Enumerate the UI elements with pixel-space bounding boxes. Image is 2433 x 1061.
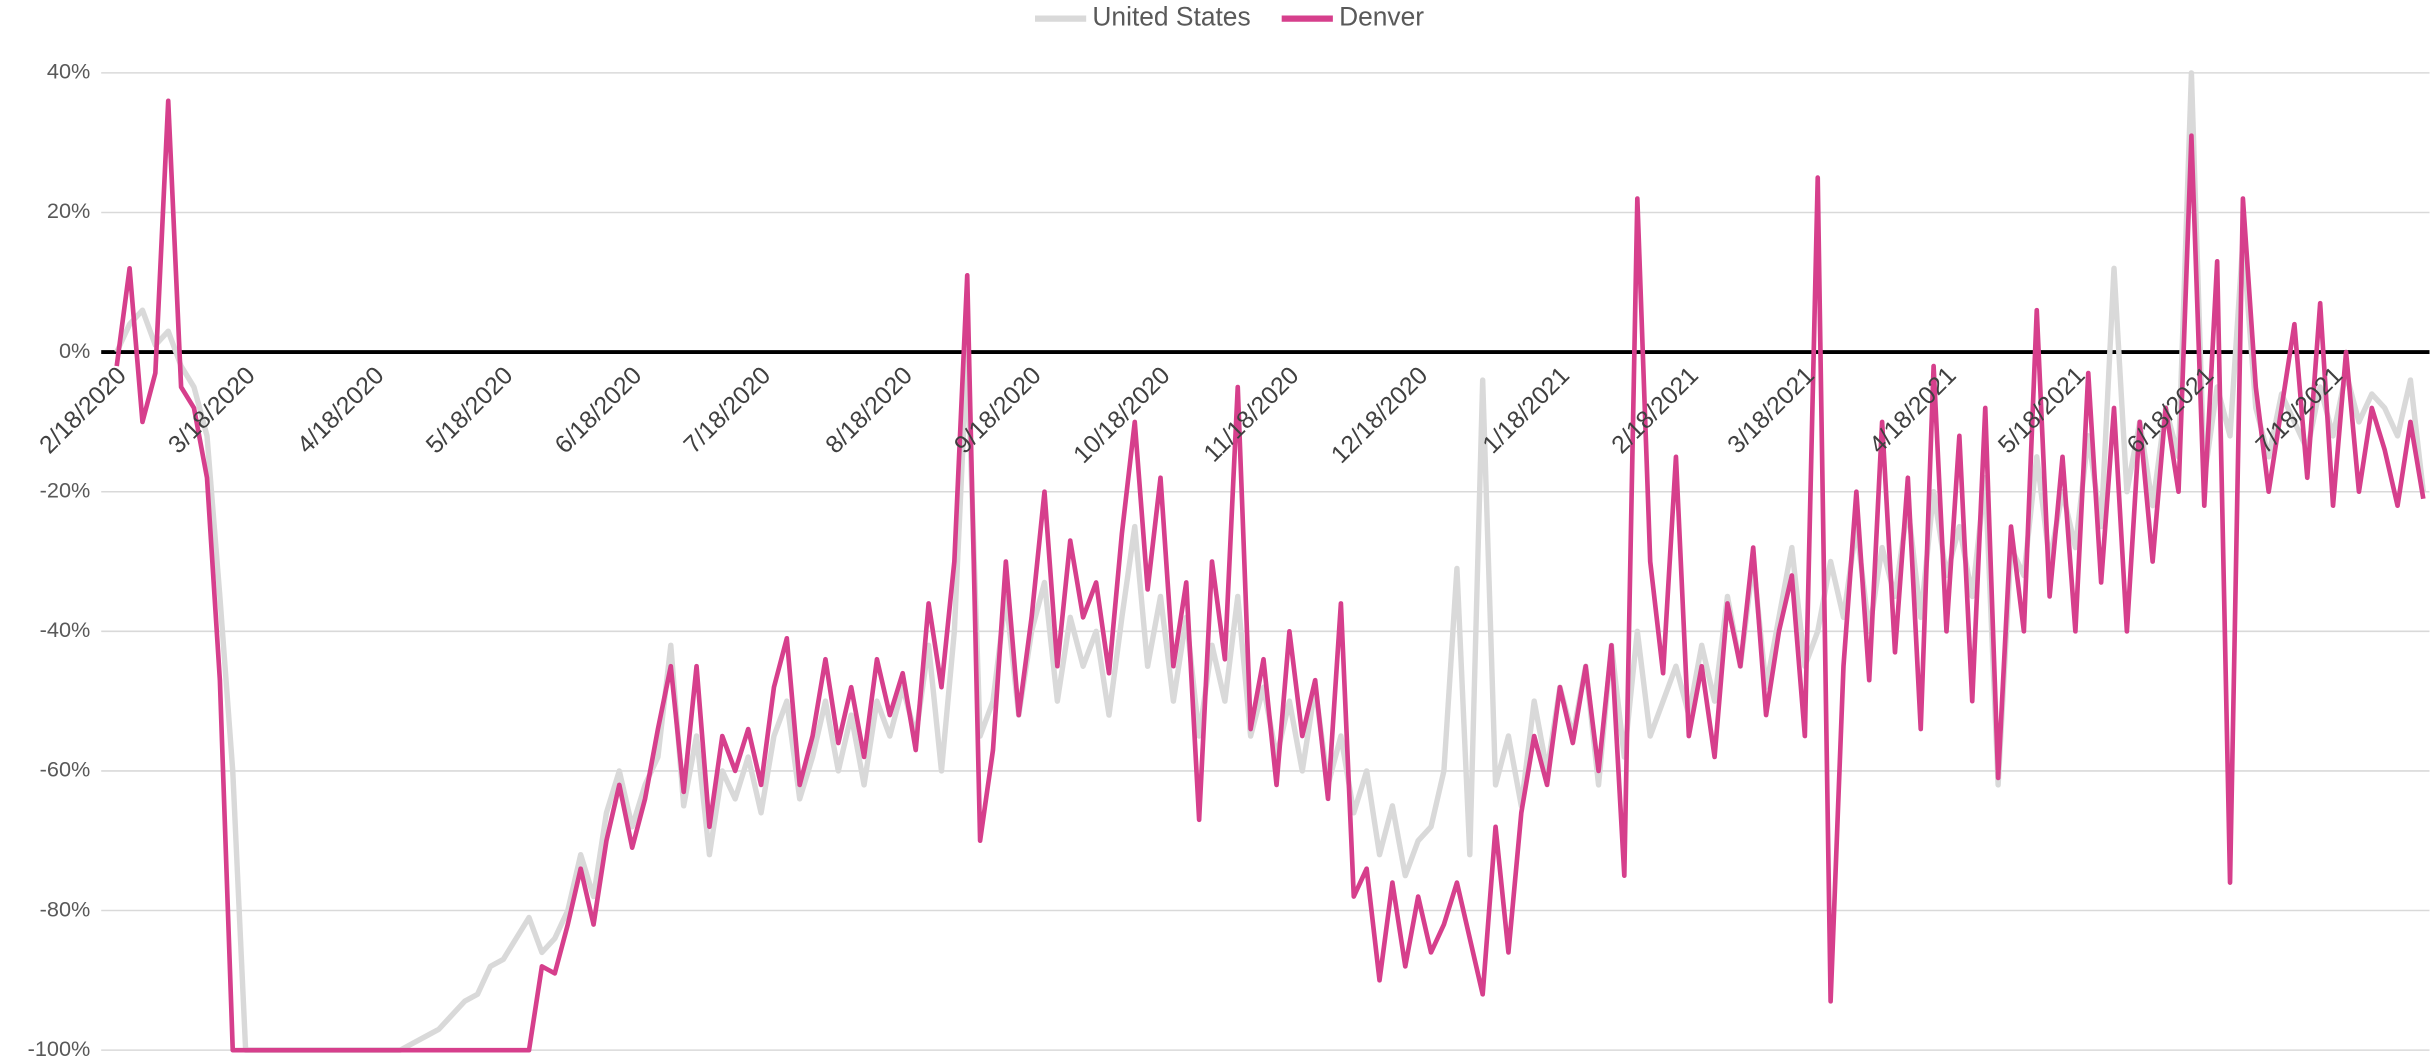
- x-tick-label: 8/18/2020: [821, 362, 918, 459]
- x-tick-label: 2/18/2020: [35, 362, 132, 459]
- y-tick-label: 20%: [47, 198, 90, 223]
- y-tick-label: -40%: [40, 617, 91, 642]
- series-line: [114, 98, 2426, 1053]
- x-tick-label: 2/18/2021: [1607, 362, 1704, 459]
- x-tick-label: 5/18/2020: [421, 362, 518, 459]
- y-tick-label: -100%: [28, 1036, 91, 1061]
- x-tick-label: 12/18/2020: [1326, 362, 1433, 469]
- x-tick-label: 1/18/2021: [1478, 362, 1575, 459]
- x-tick-label: 11/18/2020: [1199, 362, 1305, 468]
- y-tick-label: 0%: [59, 338, 90, 363]
- y-tick-label: 40%: [47, 59, 90, 84]
- legend-label: Denver: [1339, 2, 1424, 32]
- x-tick-label: 6/18/2020: [550, 362, 647, 459]
- x-tick-label: 10/18/2020: [1069, 362, 1176, 469]
- y-tick-label: -60%: [40, 757, 91, 782]
- legend-label: United States: [1092, 2, 1250, 32]
- x-tick-label: 4/18/2020: [292, 362, 389, 459]
- x-tick-label: 3/18/2020: [164, 362, 261, 459]
- x-tick-label: 4/18/2021: [1865, 362, 1962, 459]
- y-tick-label: -20%: [40, 477, 91, 502]
- x-tick-label: 3/18/2021: [1723, 362, 1820, 459]
- x-tick-label: 7/18/2020: [679, 362, 776, 459]
- y-tick-label: -80%: [40, 896, 91, 921]
